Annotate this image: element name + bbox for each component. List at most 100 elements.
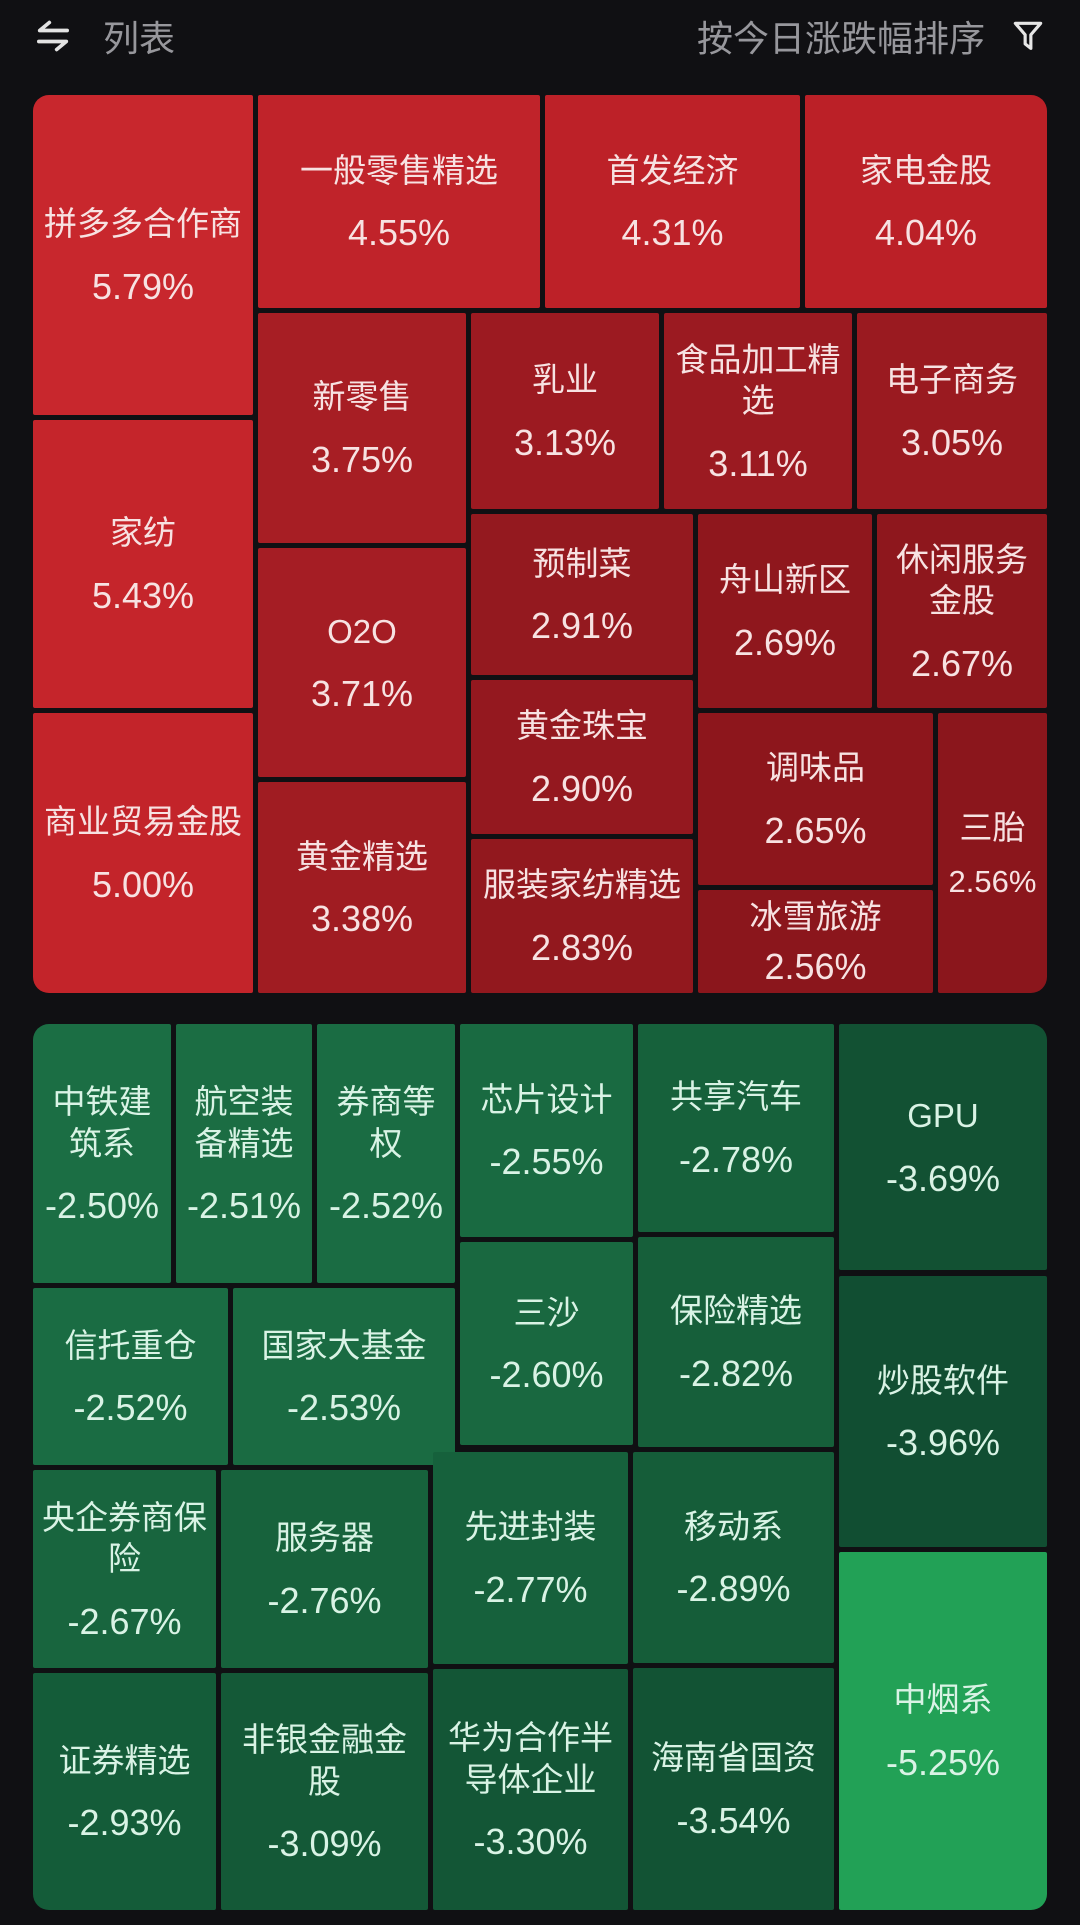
sector-name: 中铁建筑系 [52,1083,152,1162]
sector-name: 服务器 [275,1519,374,1557]
sector-change-value: 2.56% [948,863,1037,899]
sector-name: 信托重仓 [64,1326,197,1364]
sector-tile-gainers-0[interactable]: 拼多多合作商 5.79% [33,95,253,415]
sector-name: 黄金珠宝 [516,707,648,745]
sector-tile-gainers-2[interactable]: 首发经济 4.31% [545,95,800,308]
sector-name: 券商等权 [336,1083,436,1162]
sector-tile-gainers-19[interactable]: 冰雪旅游 2.56% [698,890,933,993]
sector-tile-losers-1[interactable]: 航空装备精选 -2.51% [176,1024,312,1283]
sector-change-value: -2.93% [67,1802,182,1844]
sector-tile-gainers-13[interactable]: 商业贸易金股 5.00% [33,713,253,993]
sector-tile-gainers-1[interactable]: 一般零售精选 4.55% [258,95,540,308]
sector-name: 移动系 [684,1507,783,1545]
sector-tile-gainers-6[interactable]: 食品加工精选 3.11% [664,313,852,509]
sector-tile-losers-16[interactable]: 非银金融金股 -3.09% [221,1673,428,1910]
sector-name: 调味品 [766,749,865,787]
sector-change-value: -2.55% [489,1141,604,1183]
sector-tile-losers-13[interactable]: 先进封装 -2.77% [433,1452,628,1664]
sector-name: 共享汽车 [670,1078,802,1116]
sector-tile-losers-15[interactable]: 证券精选 -2.93% [33,1673,216,1910]
sector-name: 商业贸易金股 [44,803,242,841]
sector-tile-losers-10[interactable]: 炒股软件 -3.96% [839,1276,1047,1547]
sector-tile-losers-19[interactable]: 中烟系 -5.25% [839,1552,1047,1910]
losers-section: 中铁建筑系 -2.50% 航空装备精选 -2.51% 券商等权 -2.52% 芯片设计 -2.… [33,1024,1047,1910]
sector-name: 电子商务 [886,361,1018,399]
sector-tile-gainers-16[interactable]: 三胎 2.56% [938,713,1047,993]
sector-change-value: 2.69% [733,621,837,663]
sector-tile-gainers-11[interactable]: 舟山新区 2.69% [698,514,872,708]
sector-name: GPU [907,1097,979,1135]
sector-change-value: -2.82% [678,1352,794,1394]
sector-name: 非银金融金股 [242,1721,407,1800]
sector-change-value: 4.31% [621,212,724,254]
sector-tile-gainers-10[interactable]: 预制菜 2.91% [471,514,693,675]
view-title[interactable]: 列表 [103,18,176,59]
sector-tile-gainers-9[interactable]: O2O 3.71% [258,548,466,777]
sector-tile-losers-7[interactable]: 国家大基金 -2.53% [233,1288,455,1465]
sector-name: 先进封装 [464,1508,597,1546]
sector-name: 一般零售精选 [300,151,498,189]
sector-tile-gainers-18[interactable]: 服装家纺精选 2.83% [471,839,693,993]
sector-tile-losers-0[interactable]: 中铁建筑系 -2.50% [33,1024,171,1283]
sector-tile-losers-5[interactable]: GPU -3.69% [839,1024,1047,1270]
sector-tile-losers-11[interactable]: 央企券商保险 -2.67% [33,1470,216,1668]
sector-tile-losers-14[interactable]: 移动系 -2.89% [633,1452,834,1663]
sector-name: 国家大基金 [261,1326,427,1364]
sector-change-value: 5.43% [91,574,195,616]
sector-name: 服装家纺精选 [483,866,681,904]
sector-change-value: 5.00% [91,863,195,905]
sector-name: 食品加工精选 [675,340,841,420]
sector-tile-losers-8[interactable]: 三沙 -2.60% [460,1242,633,1445]
filter-funnel-icon[interactable] [1009,17,1047,55]
sector-change-value: -3.30% [473,1821,588,1863]
sector-tile-losers-17[interactable]: 华为合作半导体企业 -3.30% [433,1669,628,1910]
sector-name: 炒股软件 [877,1361,1009,1399]
sector-name: 证券精选 [58,1741,191,1779]
sector-tile-losers-2[interactable]: 券商等权 -2.52% [317,1024,455,1283]
sector-name: 中烟系 [893,1681,993,1719]
sector-change-value: 3.71% [310,673,414,715]
sector-tile-losers-3[interactable]: 芯片设计 -2.55% [460,1024,633,1237]
sector-name: 海南省国资 [651,1739,816,1777]
sector-tile-gainers-4[interactable]: 新零售 3.75% [258,313,466,543]
sector-tile-gainers-5[interactable]: 乳业 3.13% [471,313,659,509]
sector-tile-losers-4[interactable]: 共享汽车 -2.78% [638,1024,834,1232]
sector-change-value: -2.52% [328,1185,444,1227]
sector-tile-gainers-17[interactable]: 黄金精选 3.38% [258,782,466,993]
sector-name: 家纺 [110,514,176,552]
sector-change-value: 3.38% [310,898,414,940]
sector-name: 三胎 [959,809,1026,847]
sector-name: O2O [327,612,397,650]
sector-change-value: 2.67% [910,642,1014,684]
sector-change-value: -5.25% [885,1741,1001,1783]
sector-change-value: 2.65% [764,809,867,851]
sector-name: 芯片设计 [480,1080,613,1118]
sector-change-value: -2.60% [489,1354,604,1396]
sector-change-value: 2.56% [764,946,867,988]
sector-tile-losers-9[interactable]: 保险精选 -2.82% [638,1237,834,1447]
sector-change-value: -2.50% [44,1185,160,1227]
sector-name: 黄金精选 [296,837,428,875]
sort-order-label[interactable]: 按今日涨跌幅排序 [696,18,985,59]
sector-change-value: -2.67% [67,1600,182,1642]
sector-name: 首发经济 [606,151,739,189]
sector-tile-gainers-15[interactable]: 调味品 2.65% [698,713,933,885]
sector-change-value: 3.11% [708,442,808,484]
sector-name: 央企券商保险 [42,1498,207,1578]
sector-change-value: 3.05% [900,421,1004,463]
sector-tile-gainers-14[interactable]: 黄金珠宝 2.90% [471,680,693,834]
sector-tile-gainers-7[interactable]: 电子商务 3.05% [857,313,1047,509]
sector-name: 休闲服务金股 [896,540,1028,620]
sector-change-value: 3.13% [513,421,617,463]
swap-arrows-icon[interactable] [33,16,73,56]
sector-name: 冰雪旅游 [749,897,882,935]
sector-change-value: -2.76% [267,1579,382,1621]
sector-tile-gainers-12[interactable]: 休闲服务金股 2.67% [877,514,1047,708]
sector-tile-gainers-3[interactable]: 家电金股 4.04% [805,95,1047,308]
sector-name: 华为合作半导体企业 [448,1719,613,1798]
sector-tile-losers-18[interactable]: 海南省国资 -3.54% [633,1668,834,1910]
sector-tile-gainers-8[interactable]: 家纺 5.43% [33,420,253,708]
sector-tile-losers-6[interactable]: 信托重仓 -2.52% [33,1288,228,1465]
sector-tile-losers-12[interactable]: 服务器 -2.76% [221,1470,428,1668]
